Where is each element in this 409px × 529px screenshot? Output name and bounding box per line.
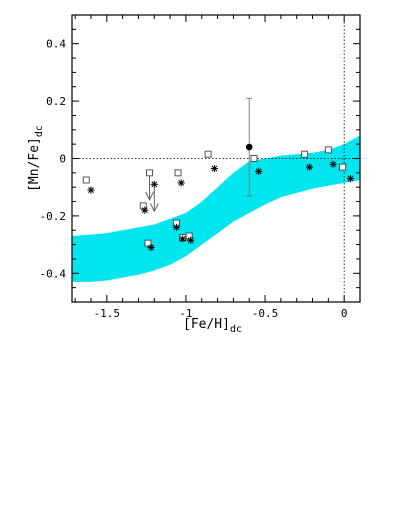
upper-limit-arrow [145,175,154,201]
x-axis-label: [Fe/H]dc [183,317,242,335]
asterisk-point [210,164,219,173]
asterisk-point [305,163,313,171]
square-point [324,146,332,154]
square-point [174,169,182,177]
x-tick-label: -1.5 [94,307,121,320]
asterisk-point [172,223,181,231]
x-tick-label: -1 [179,307,192,320]
y-tick-label: 0.2 [46,95,66,108]
asterisk-point [147,243,155,252]
asterisk-point [255,167,263,176]
asterisk-point [187,236,195,244]
asterisk-point [179,235,187,243]
asterisk-point [141,206,149,214]
square-point [204,150,212,158]
chart-ticks: -1.5 -1 -0.5 0 -0.4 -0.2 0 0.2 0.4 [40,14,361,320]
asterisk-point [177,179,185,187]
square-point [301,150,309,158]
asterisk-point [346,174,355,183]
upper-limit-arrow [149,187,159,213]
chart-marks [82,97,355,252]
square-point [82,176,90,184]
cyan-band [72,135,360,282]
asterisk-point [329,160,337,168]
x-tick-label: 0 [341,307,348,320]
x-tick-label: -0.5 [252,307,279,320]
square-point [146,169,153,177]
y-tick-label: 0 [59,153,66,166]
chart-reference-lines [72,15,360,302]
y-tick-label: 0.4 [46,38,66,51]
filled-circle-point [245,143,253,151]
asterisk-point [150,180,158,188]
square-point [339,163,347,171]
y-tick-label: -0.2 [40,210,67,223]
square-point [250,155,258,162]
chart-band-layer [72,135,360,282]
y-tick-label: -0.4 [40,267,67,280]
square-point [144,239,152,247]
y-axis-label: [Mn/Fe]dc [27,125,45,192]
asterisk-point [87,186,95,194]
